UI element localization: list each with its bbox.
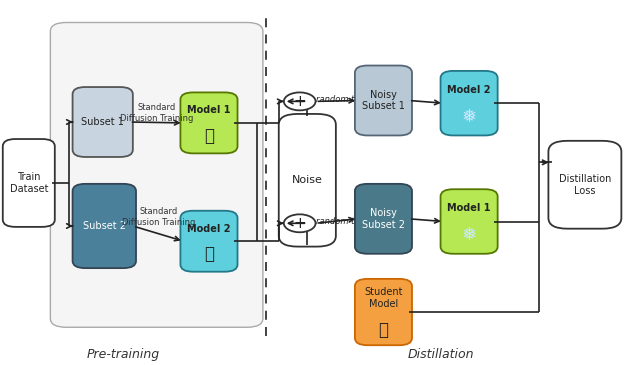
Text: random t: random t (316, 217, 354, 226)
Text: Distillation: Distillation (407, 348, 474, 361)
FancyBboxPatch shape (355, 184, 412, 254)
Circle shape (284, 214, 316, 232)
Text: Subset 2: Subset 2 (83, 221, 126, 231)
FancyBboxPatch shape (355, 279, 412, 345)
Text: Train
Dataset: Train Dataset (10, 172, 48, 194)
FancyBboxPatch shape (355, 66, 412, 135)
Text: random t: random t (316, 95, 354, 104)
Text: 🔥: 🔥 (378, 320, 388, 339)
FancyBboxPatch shape (279, 114, 336, 247)
Text: Diffusion Training: Diffusion Training (120, 114, 193, 123)
Text: 🔥: 🔥 (204, 245, 214, 263)
Circle shape (284, 92, 316, 110)
Text: Standard: Standard (138, 103, 176, 112)
Text: 🔥: 🔥 (204, 127, 214, 145)
Text: Standard: Standard (139, 207, 177, 216)
FancyBboxPatch shape (72, 184, 136, 268)
Text: Model 1: Model 1 (447, 203, 491, 213)
Text: Model 1: Model 1 (188, 105, 231, 115)
FancyBboxPatch shape (51, 23, 263, 327)
Text: ❅: ❅ (461, 226, 477, 244)
Text: Student
Model: Student Model (364, 287, 403, 309)
Text: ❅: ❅ (461, 108, 477, 126)
Text: Diffusion Training: Diffusion Training (122, 218, 195, 227)
FancyBboxPatch shape (440, 189, 498, 254)
FancyBboxPatch shape (3, 139, 55, 227)
Text: Model 2: Model 2 (188, 224, 231, 234)
Text: Subset 1: Subset 1 (81, 117, 124, 127)
FancyBboxPatch shape (72, 87, 133, 157)
Text: Pre-training: Pre-training (87, 348, 160, 361)
FancyBboxPatch shape (548, 141, 621, 229)
Text: Noisy
Subset 2: Noisy Subset 2 (362, 208, 405, 230)
Text: Model 2: Model 2 (447, 85, 491, 95)
Text: +: + (293, 216, 306, 231)
Text: Distillation
Loss: Distillation Loss (559, 174, 611, 196)
FancyBboxPatch shape (180, 211, 237, 272)
Text: +: + (293, 94, 306, 109)
Text: Noise: Noise (292, 175, 323, 185)
FancyBboxPatch shape (440, 71, 498, 135)
Text: Noisy
Subset 1: Noisy Subset 1 (362, 90, 405, 111)
FancyBboxPatch shape (180, 92, 237, 153)
